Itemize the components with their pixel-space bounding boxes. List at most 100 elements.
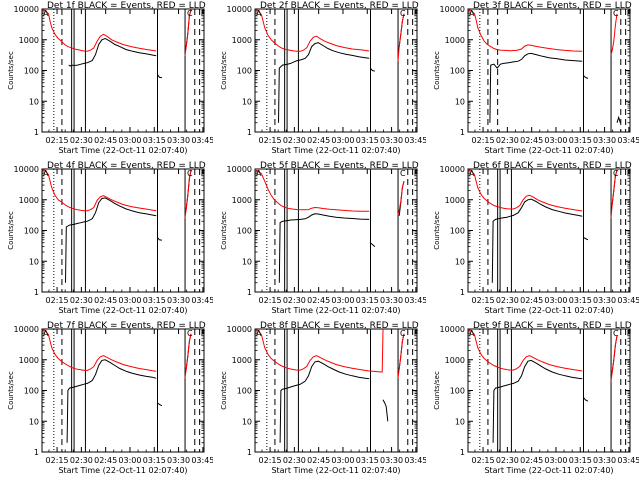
y-tick-label: 100 (24, 67, 39, 76)
y-tick-label: 1000 (232, 36, 252, 45)
corner-label-a: A (469, 9, 475, 18)
panel-title: Det 9f BLACK = Events, RED = LLD (473, 321, 632, 331)
y-tick-label: 1000 (19, 196, 39, 205)
x-tick-label: 02:15 (259, 136, 282, 145)
panel-title: Det 3f BLACK = Events, RED = LLD (473, 1, 632, 11)
y-tick-label: 1 (34, 448, 39, 457)
x-tick-label: 03:45 (617, 296, 639, 305)
events-series-line (279, 360, 370, 443)
events-series-line (583, 236, 589, 241)
corner-label-a: A (43, 169, 49, 178)
corner-label-f: F (201, 169, 206, 178)
x-axis-label: Start Time (22-Oct-11 02:07:40) (484, 466, 613, 475)
x-tick-label: 03:00 (544, 136, 567, 145)
y-tick-label: 100 (450, 67, 465, 76)
x-tick-label: 03:30 (380, 136, 403, 145)
plot-frame (467, 328, 631, 453)
events-series-line (616, 115, 621, 123)
corner-label-c: C (400, 9, 406, 18)
x-tick-label: 03:30 (380, 456, 403, 465)
y-tick-label: 1 (247, 448, 252, 457)
lld-series-line (42, 9, 157, 52)
x-tick-label: 03:45 (404, 136, 426, 145)
y-axis-label: Counts/sec (433, 371, 441, 410)
y-tick-label: 1000 (19, 356, 39, 365)
x-axis-label: Start Time (22-Oct-11 02:07:40) (484, 146, 613, 155)
y-tick-label: 10000 (440, 325, 465, 334)
corner-label-f: F (414, 9, 419, 18)
y-tick-label: 10 (29, 97, 39, 106)
x-axis-label: Start Time (22-Oct-11 02:07:40) (271, 466, 400, 475)
lld-series-line (610, 170, 618, 219)
corner-label-f: F (201, 329, 206, 338)
events-series-line (278, 213, 370, 283)
corner-label-a: A (43, 9, 49, 18)
x-tick-label: 02:30 (70, 136, 93, 145)
x-tick-label: 02:15 (472, 136, 495, 145)
x-tick-label: 03:00 (331, 456, 354, 465)
y-tick-label: 10 (29, 257, 39, 266)
lld-series-line (42, 169, 157, 212)
x-tick-label: 02:45 (307, 296, 330, 305)
corner-label-c: C (400, 329, 406, 338)
x-tick-label: 02:30 (70, 456, 93, 465)
panel-title: Det 1f BLACK = Events, RED = LLD (47, 1, 206, 11)
x-tick-label: 03:00 (118, 296, 141, 305)
x-tick-label: 03:45 (191, 296, 213, 305)
events-series-line (491, 198, 583, 283)
y-tick-label: 1 (460, 448, 465, 457)
corner-label-c: C (400, 169, 406, 178)
x-tick-label: 03:30 (593, 136, 616, 145)
corner-label-f: F (414, 169, 419, 178)
detector-panel-4: Det 4f BLACK = Events, RED = LLD 1 10 100 10… (7, 161, 213, 315)
events-series-line (156, 74, 162, 79)
corner-label-c: C (187, 169, 193, 178)
x-tick-label: 03:00 (331, 296, 354, 305)
y-tick-label: 100 (24, 227, 39, 236)
detector-panel-3: Det 3f BLACK = Events, RED = LLD 1 10 100 10… (433, 1, 639, 155)
x-tick-label: 02:45 (94, 456, 117, 465)
corner-label-c: C (613, 9, 619, 18)
x-tick-label: 03:45 (191, 456, 213, 465)
y-tick-label: 1000 (19, 36, 39, 45)
x-axis-label: Start Time (22-Oct-11 02:07:40) (271, 146, 400, 155)
corner-label-a: A (256, 169, 262, 178)
lld-series-line (42, 329, 157, 372)
x-tick-label: 02:15 (259, 296, 282, 305)
lld-series-line (468, 169, 583, 212)
x-tick-label: 03:30 (380, 296, 403, 305)
y-tick-label: 100 (237, 227, 252, 236)
corner-label-a: A (469, 329, 475, 338)
x-tick-label: 02:30 (283, 296, 306, 305)
events-series-line (369, 67, 376, 72)
corner-label-f: F (414, 329, 419, 338)
detector-panel-7: Det 7f BLACK = Events, RED = LLD 1 10 100 10… (7, 321, 213, 475)
x-tick-label: 02:45 (307, 456, 330, 465)
x-axis-label: Start Time (22-Oct-11 02:07:40) (484, 306, 613, 315)
x-tick-label: 02:15 (46, 296, 69, 305)
x-tick-label: 03:30 (167, 296, 190, 305)
y-tick-label: 1 (247, 288, 252, 297)
y-tick-label: 10000 (440, 5, 465, 14)
x-tick-label: 03:45 (404, 456, 426, 465)
x-tick-label: 03:00 (544, 456, 567, 465)
panel-title: Det 7f BLACK = Events, RED = LLD (47, 321, 206, 331)
y-tick-label: 1 (34, 288, 39, 297)
y-tick-label: 10000 (440, 165, 465, 174)
x-tick-label: 03:45 (617, 136, 639, 145)
x-tick-label: 02:30 (496, 136, 519, 145)
corner-label-a: A (43, 329, 49, 338)
x-tick-label: 03:15 (143, 296, 166, 305)
events-series-line (582, 74, 589, 79)
x-tick-label: 02:45 (94, 296, 117, 305)
corner-label-a: A (256, 9, 262, 18)
detector-panel-8: Det 8f BLACK = Events, RED = LLD 1 10 100 10… (220, 321, 426, 475)
lld-series-line (610, 13, 618, 55)
x-axis-label: Start Time (22-Oct-11 02:07:40) (58, 146, 187, 155)
lld-series-line (255, 169, 370, 212)
y-tick-label: 1 (247, 128, 252, 137)
x-tick-label: 02:15 (259, 456, 282, 465)
y-tick-label: 10 (455, 417, 465, 426)
y-tick-label: 10000 (14, 5, 39, 14)
events-series-line (68, 37, 157, 67)
